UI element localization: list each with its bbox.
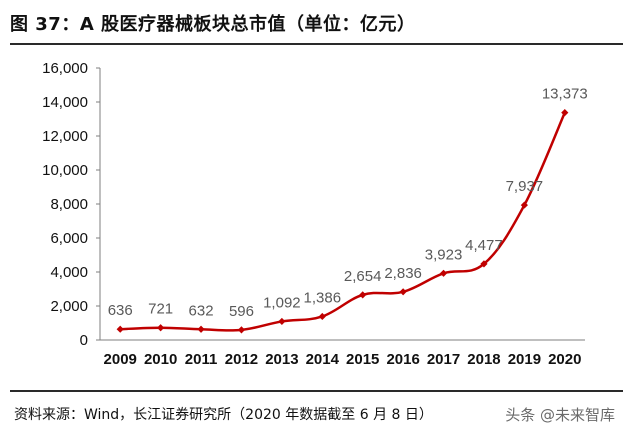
- data-label: 1,386: [304, 289, 342, 306]
- x-tick-label: 2011: [185, 351, 218, 368]
- series-line: [120, 112, 566, 332]
- data-point: [237, 326, 246, 334]
- data-point: [359, 291, 367, 299]
- x-tick-label: 2014: [306, 351, 340, 368]
- x-tick-label: 2009: [104, 351, 137, 368]
- data-label: 721: [148, 301, 173, 318]
- data-point: [520, 201, 528, 209]
- chart-area: 0 2,000 4,000 6,000 8,000 10,000 12,000 14,000 1…: [0, 46, 631, 386]
- market-cap-line-chart: 0 2,000 4,000 6,000 8,000 10,000 12,000 14,000 1…: [42, 60, 588, 368]
- y-tick-label: 16,000: [42, 60, 88, 77]
- data-label: 632: [189, 302, 214, 319]
- title-divider: [10, 43, 623, 45]
- data-label: 13,373: [542, 86, 588, 103]
- y-tick-label: 6,000: [50, 230, 88, 247]
- data-point: [561, 109, 569, 117]
- source-note: 资料来源：Wind，长江证券研究所（2020 年数据截至 6 月 8 日）: [14, 407, 433, 423]
- x-tick-label: 2012: [225, 351, 258, 368]
- data-label: 1,092: [263, 294, 301, 311]
- data-label: 3,923: [425, 246, 463, 263]
- data-label: 7,937: [506, 178, 544, 195]
- data-point: [318, 312, 326, 321]
- data-point: [116, 325, 124, 333]
- x-tick-label: 2019: [508, 351, 541, 368]
- data-label: 2,836: [384, 265, 422, 282]
- x-tick-label: 2013: [265, 351, 298, 368]
- y-tick-label: 10,000: [42, 162, 88, 179]
- y-tick-label: 4,000: [50, 264, 88, 281]
- y-tick-label: 12,000: [42, 128, 88, 145]
- data-point: [399, 288, 407, 296]
- x-tick-label: 2010: [144, 351, 177, 368]
- data-label: 596: [229, 303, 254, 320]
- x-tick-label: 2017: [427, 351, 460, 368]
- data-label: 636: [108, 302, 133, 319]
- data-label: 4,477: [465, 237, 503, 254]
- y-tick-label: 14,000: [42, 94, 88, 111]
- x-tick-label: 2016: [386, 351, 419, 368]
- data-label: 2,654: [344, 268, 382, 285]
- source-divider: [10, 390, 623, 392]
- data-point: [480, 260, 488, 268]
- watermark-text: 头条 @未来智库: [505, 406, 615, 424]
- y-tick-label: 2,000: [50, 298, 88, 315]
- data-point: [157, 324, 165, 332]
- y-tick-label: 8,000: [50, 196, 88, 213]
- x-tick-label: 2018: [467, 351, 500, 368]
- data-point: [197, 325, 205, 333]
- x-tick-label: 2020: [548, 351, 581, 368]
- y-tick-label: 0: [80, 332, 88, 349]
- x-tick-label: 2015: [346, 351, 379, 368]
- figure-title: 图 37：A 股医疗器械板块总市值（单位：亿元）: [10, 14, 416, 35]
- data-point: [278, 317, 286, 326]
- data-point: [439, 269, 448, 277]
